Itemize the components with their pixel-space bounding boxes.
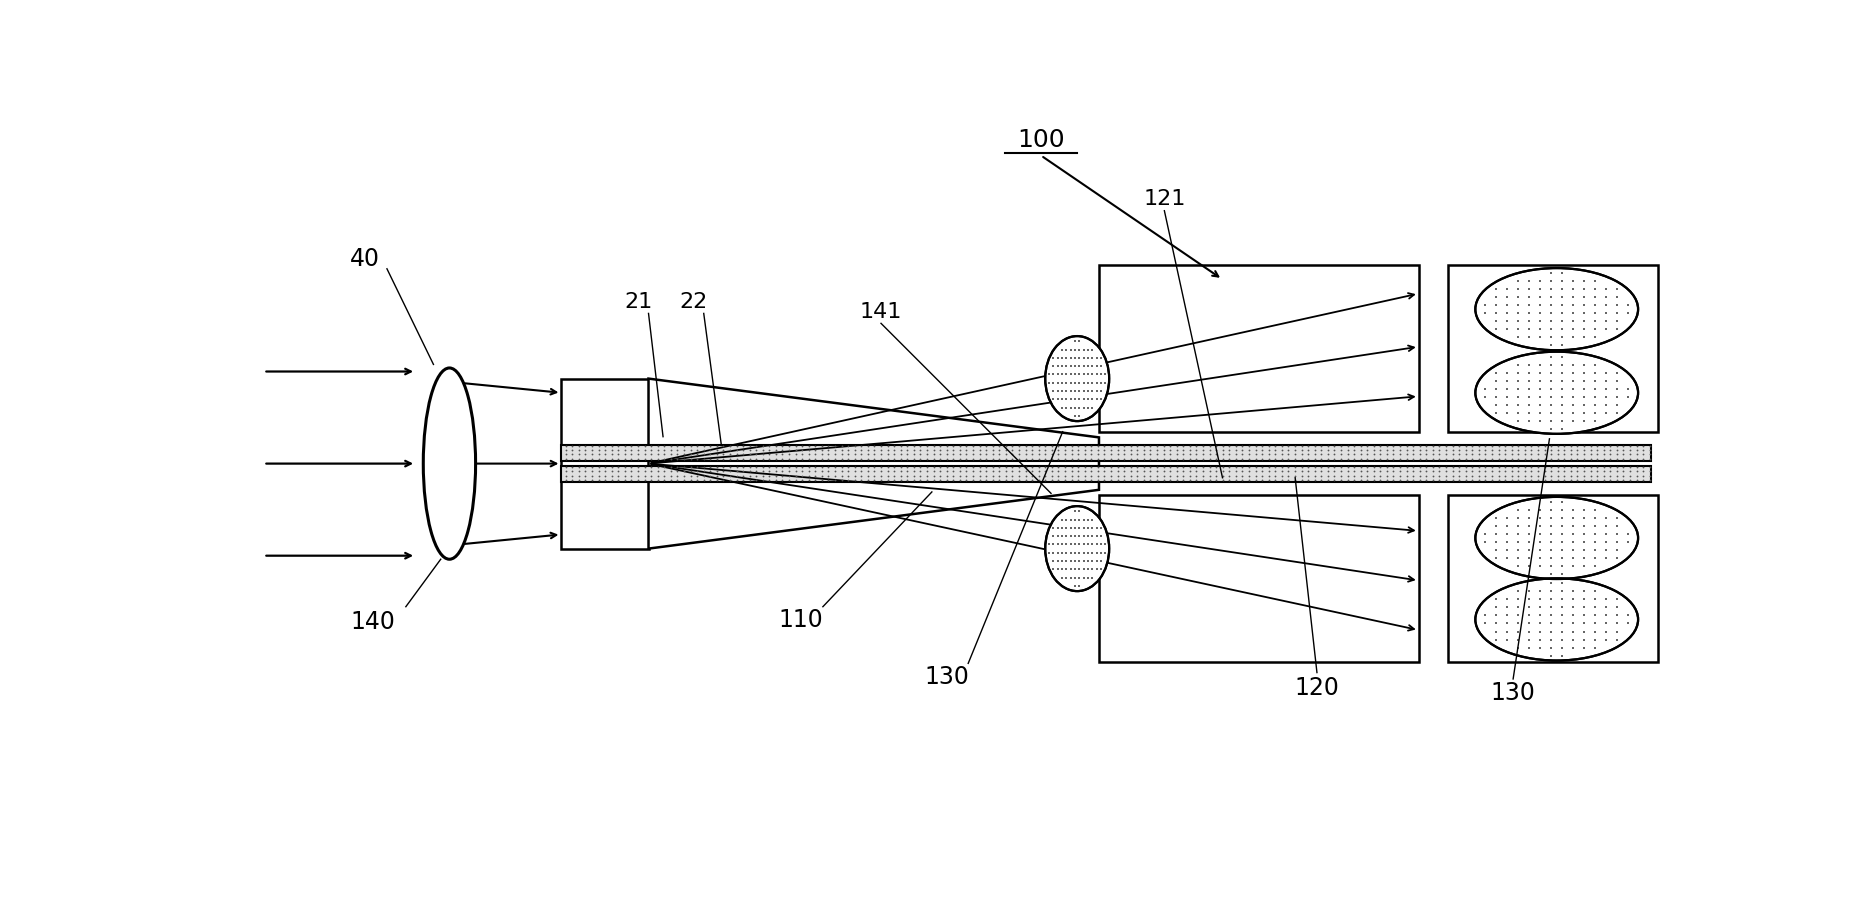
Bar xyxy=(1099,496,1419,663)
Text: 40: 40 xyxy=(351,247,381,271)
Ellipse shape xyxy=(1476,352,1639,435)
Ellipse shape xyxy=(1044,506,1110,592)
Ellipse shape xyxy=(1476,497,1639,580)
Bar xyxy=(1448,266,1659,432)
Text: 130: 130 xyxy=(1491,680,1536,704)
Text: 121: 121 xyxy=(1144,188,1185,209)
Text: 22: 22 xyxy=(679,291,707,312)
Text: 140: 140 xyxy=(351,609,396,633)
Bar xyxy=(561,467,1652,482)
Text: 130: 130 xyxy=(924,664,969,688)
Text: 100: 100 xyxy=(1016,128,1065,152)
Bar xyxy=(561,380,649,549)
Bar xyxy=(1448,496,1659,663)
Ellipse shape xyxy=(1044,336,1110,422)
Text: 110: 110 xyxy=(778,607,823,631)
Bar xyxy=(561,446,1652,461)
Ellipse shape xyxy=(1476,268,1639,351)
Ellipse shape xyxy=(424,369,476,560)
Ellipse shape xyxy=(1476,579,1639,661)
Text: 21: 21 xyxy=(624,291,652,312)
Text: 120: 120 xyxy=(1294,675,1339,699)
Bar xyxy=(1099,266,1419,432)
Polygon shape xyxy=(649,380,1099,549)
Text: 141: 141 xyxy=(861,302,902,322)
